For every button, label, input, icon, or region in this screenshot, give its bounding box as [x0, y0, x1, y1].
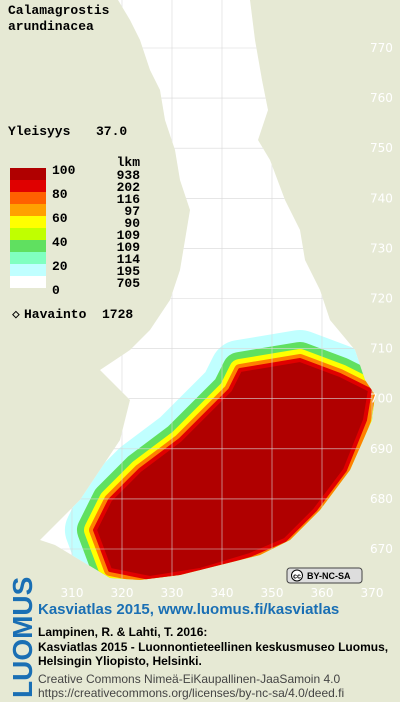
count: 705 — [117, 276, 141, 291]
count-header: lkm — [117, 155, 141, 170]
northing-label: 730 — [370, 241, 393, 255]
count: 195 — [117, 264, 141, 279]
scale-label: 20 — [52, 259, 68, 274]
license: Creative Commons Nimeä-EiKaupallinen-Jaa… — [38, 672, 340, 686]
svg-text:cc: cc — [293, 574, 301, 581]
easting-label: 360 — [311, 586, 334, 600]
scale-label: 40 — [52, 235, 68, 250]
observation-count: 1728 — [102, 307, 133, 322]
count: 90 — [124, 216, 140, 231]
easting-label: 340 — [211, 586, 234, 600]
easting-label: 330 — [161, 586, 184, 600]
footer: LUOMUS Kasviatlas 2015, www.luomus.fi/ka… — [7, 577, 388, 700]
easting-label: 350 — [261, 586, 284, 600]
easting-label: 310 — [61, 586, 84, 600]
northing-label: 770 — [370, 41, 393, 55]
legend-swatch — [10, 204, 46, 216]
scale-label: 0 — [52, 283, 60, 298]
northing-label: 670 — [370, 542, 393, 556]
title: Calamagrostis — [8, 3, 110, 18]
scale-label: 60 — [52, 211, 68, 226]
logo: LUOMUS — [7, 577, 38, 698]
frequency-label: Yleisyys — [8, 124, 71, 139]
northing-label: 710 — [370, 342, 393, 356]
scale-label: 100 — [52, 163, 76, 178]
legend-swatch — [10, 180, 46, 192]
count: 116 — [117, 192, 141, 207]
northing-label: 740 — [370, 191, 393, 205]
easting-label: 320 — [111, 586, 134, 600]
observation-label: Havainto — [24, 307, 87, 322]
citation: Kasviatlas 2015 - Luonnontieteellinen ke… — [38, 640, 388, 654]
citation: Lampinen, R. & Lahti, T. 2016: — [38, 625, 207, 639]
count: 938 — [117, 168, 141, 183]
northing-label: 750 — [370, 141, 393, 155]
northing-label: 700 — [370, 392, 393, 406]
license-badge: cc BY-NC-SA — [286, 567, 363, 584]
legend-swatch — [10, 168, 46, 180]
northing-label: 720 — [370, 292, 393, 306]
abundance-layer — [65, 330, 375, 580]
legend-swatch — [10, 252, 46, 264]
count: 109 — [117, 240, 141, 255]
legend-swatch — [10, 240, 46, 252]
count: 114 — [117, 252, 141, 267]
citation: Helsingin Yliopisto, Helsinki. — [38, 654, 202, 668]
count: 97 — [124, 204, 140, 219]
badge-text: BY-NC-SA — [307, 571, 351, 581]
easting-label: 370 — [361, 586, 384, 600]
title: arundinacea — [8, 19, 94, 34]
northing-label: 760 — [370, 91, 393, 105]
northing-label: 680 — [370, 492, 393, 506]
observation-symbol: ◇ — [12, 307, 20, 322]
legend-swatch — [10, 192, 46, 204]
scale-label: 80 — [52, 187, 68, 202]
count: 202 — [117, 180, 141, 195]
legend-swatch — [10, 276, 46, 288]
frequency-value: 37.0 — [96, 124, 127, 139]
legend-swatch — [10, 216, 46, 228]
legend-swatch — [10, 264, 46, 276]
link-line: Kasviatlas 2015, www.luomus.fi/kasviatla… — [38, 601, 339, 618]
license: https://creativecommons.org/licenses/by-… — [38, 686, 344, 700]
northing-label: 690 — [370, 442, 393, 456]
legend-swatch — [10, 228, 46, 240]
legend: lkm ◇ Havainto 1728 10080604020093820211… — [10, 155, 140, 322]
count: 109 — [117, 228, 141, 243]
map: 770 760 750 740 730 720 710 700 690 680 670 310 320 3… — [40, 0, 393, 600]
